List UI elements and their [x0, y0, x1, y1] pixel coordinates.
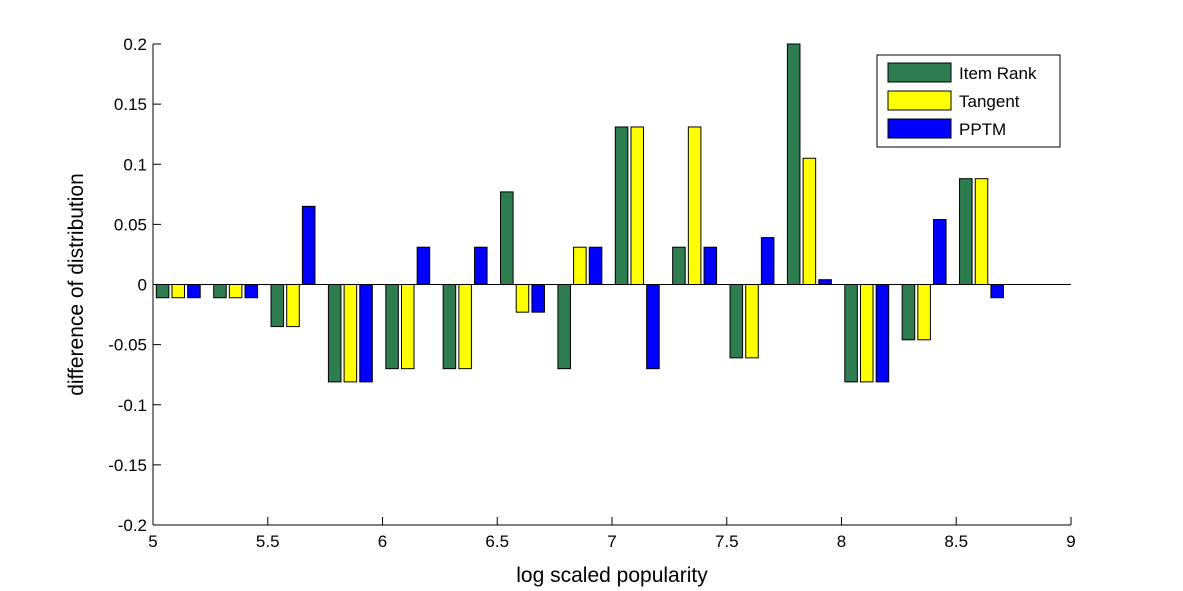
bar-item-rank-4: [385, 284, 399, 370]
bar-item-rank-0: [155, 284, 170, 299]
bar-pptm-9: [703, 246, 718, 285]
bar-tangent-13: [917, 284, 931, 341]
y-tick-label: -0.15: [108, 456, 147, 475]
bar-item-rank-1: [213, 284, 227, 299]
bar-tangent-11: [802, 157, 817, 286]
legend-label: Item Rank: [959, 64, 1037, 83]
x-tick-label: 9: [1066, 532, 1075, 551]
x-tick-label: 6: [378, 532, 387, 551]
bar-tangent-0: [171, 284, 186, 299]
bar-tangent-9: [687, 126, 702, 285]
bar-pptm-13: [933, 219, 947, 285]
y-tick-label: 0.15: [114, 95, 147, 114]
bar-tangent-7: [573, 246, 587, 285]
y-tick-label: 0.1: [123, 155, 147, 174]
bar-item-rank-12: [844, 284, 858, 383]
bar-item-rank-10: [729, 284, 744, 359]
legend-swatch: [887, 62, 952, 83]
y-axis-label: difference of distribution: [65, 173, 88, 396]
bar-tangent-2: [286, 284, 300, 328]
legend-swatch: [887, 118, 952, 139]
bar-pptm-4: [416, 246, 431, 285]
bar-pptm-3: [359, 284, 373, 383]
bar-item-rank-11: [786, 43, 801, 285]
bar-pptm-1: [244, 284, 259, 299]
x-tick-label: 5: [148, 532, 157, 551]
bar-item-rank-13: [901, 284, 916, 341]
bar-tangent-14: [974, 178, 989, 285]
bar-tangent-3: [343, 284, 358, 383]
bar-item-rank-2: [270, 284, 285, 328]
bar-pptm-12: [875, 284, 890, 383]
bar-item-rank-7: [557, 284, 571, 370]
bar-pptm-10: [760, 237, 775, 286]
bar-pptm-14: [990, 284, 1004, 299]
bar-item-rank-14: [959, 178, 973, 285]
x-tick-label: 6.5: [485, 532, 509, 551]
x-tick-label: 7: [607, 532, 616, 551]
legend-label: PPTM: [959, 120, 1006, 139]
bar-pptm-8: [646, 284, 660, 370]
y-tick-label: -0.2: [118, 516, 147, 535]
bar-item-rank-5: [442, 284, 457, 370]
y-axis-ticks: -0.2 -0.15 -0.1 -0.05 0 0.05 0.1 0.15 0.2: [108, 35, 161, 535]
bar-tangent-8: [630, 126, 645, 285]
bar-item-rank-3: [327, 284, 342, 383]
bar-pptm-2: [301, 205, 316, 285]
bar-item-rank-8: [614, 126, 629, 285]
x-tick-label: 5.5: [256, 532, 280, 551]
bar-tangent-12: [859, 284, 874, 383]
legend-swatch: [887, 90, 952, 111]
bar-pptm-5: [474, 246, 488, 285]
y-tick-label: -0.1: [118, 396, 147, 415]
legend: Item Rank Tangent PPTM: [876, 54, 1061, 148]
bar-pptm-7: [588, 246, 603, 285]
bar-tangent-10: [745, 284, 759, 359]
bar-item-rank-6: [500, 191, 514, 285]
bar-tangent-4: [400, 284, 415, 370]
x-tick-label: 8.5: [944, 532, 968, 551]
y-tick-label: 0.2: [123, 35, 147, 54]
bar-tangent-6: [515, 284, 530, 313]
bar-pptm-11: [818, 279, 832, 286]
y-tick-label: -0.05: [108, 336, 147, 355]
x-tick-label: 7.5: [715, 532, 739, 551]
x-axis-label: log scaled popularity: [516, 564, 708, 587]
bar-tangent-1: [228, 284, 243, 299]
y-tick-label: 0.05: [114, 215, 147, 234]
x-tick-label: 8: [837, 532, 846, 551]
legend-label: Tangent: [959, 92, 1020, 111]
x-axis-ticks: 5 5.5 6 6.5 7 7.5 8 8.5 9: [148, 517, 1076, 551]
bars-layer: [155, 43, 1004, 383]
bar-pptm-0: [187, 284, 201, 299]
bar-item-rank-9: [672, 246, 686, 285]
y-tick-label: 0: [138, 276, 147, 295]
bar-pptm-6: [531, 284, 545, 313]
bar-tangent-5: [458, 284, 472, 370]
